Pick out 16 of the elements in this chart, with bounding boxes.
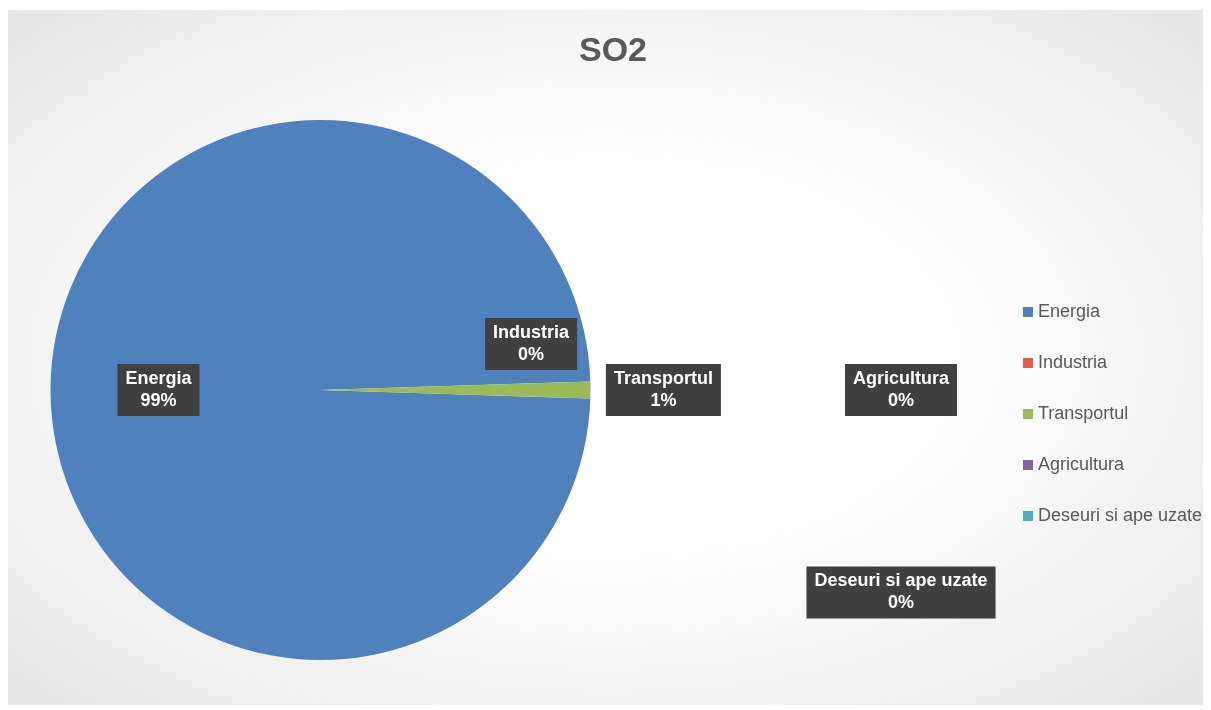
legend-label: Energia [1038, 300, 1102, 321]
legend-label: Deseuri si ape uzate [1038, 504, 1203, 525]
chart-title: SO2 [578, 30, 648, 69]
text: 0% [887, 592, 915, 613]
category-label: Industria [493, 322, 570, 343]
slice-label: Transportul [613, 367, 713, 388]
text: 0% [887, 389, 915, 410]
legend-label: Transportul [1038, 402, 1129, 423]
category-label: Agricultura [852, 367, 950, 388]
legend-label: Industria [1038, 351, 1109, 372]
data-label: 1% [650, 389, 677, 410]
category-label: Deseuri si ape uzate [814, 570, 988, 591]
legend-label: Agricultura [1038, 453, 1126, 474]
text: 0% [518, 344, 545, 365]
data-label: 99% [140, 389, 177, 410]
slice-label: Energia [125, 367, 193, 388]
